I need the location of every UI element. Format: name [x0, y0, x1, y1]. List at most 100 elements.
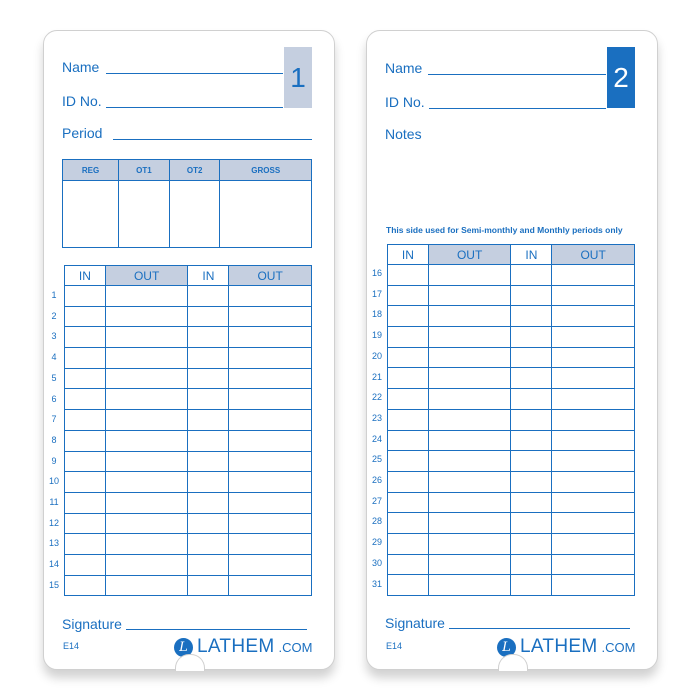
- punch-cell[interactable]: [551, 574, 635, 596]
- punch-cell[interactable]: [387, 388, 429, 410]
- punch-cell[interactable]: [104, 471, 189, 493]
- punch-cell[interactable]: [510, 326, 553, 348]
- punch-cell[interactable]: [228, 367, 312, 390]
- punch-cell[interactable]: [64, 285, 106, 307]
- punch-cell[interactable]: [104, 367, 189, 390]
- punch-cell[interactable]: [228, 491, 312, 514]
- punch-cell[interactable]: [187, 305, 230, 328]
- ot1-cell[interactable]: [118, 180, 170, 248]
- punch-cell[interactable]: [427, 491, 512, 514]
- punch-cell[interactable]: [104, 533, 189, 555]
- punch-cell[interactable]: [510, 491, 553, 514]
- punch-cell[interactable]: [64, 409, 106, 431]
- punch-cell[interactable]: [187, 553, 230, 576]
- punch-cell[interactable]: [187, 471, 230, 493]
- punch-cell[interactable]: [187, 574, 230, 597]
- punch-cell[interactable]: [104, 553, 189, 576]
- period-field[interactable]: [113, 139, 312, 140]
- id-field[interactable]: [106, 107, 283, 108]
- punch-cell[interactable]: [64, 388, 106, 411]
- punch-cell[interactable]: [510, 532, 553, 555]
- punch-cell[interactable]: [427, 367, 512, 390]
- punch-cell[interactable]: [510, 367, 553, 390]
- punch-cell[interactable]: [551, 367, 635, 390]
- punch-cell[interactable]: [228, 347, 312, 369]
- punch-cell[interactable]: [427, 574, 512, 596]
- punch-cell[interactable]: [387, 553, 429, 576]
- punch-cell[interactable]: [427, 450, 512, 472]
- punch-cell[interactable]: [228, 533, 312, 555]
- punch-cell[interactable]: [64, 533, 106, 555]
- punch-cell[interactable]: [64, 305, 106, 328]
- punch-cell[interactable]: [551, 388, 635, 410]
- punch-cell[interactable]: [387, 512, 429, 534]
- punch-cell[interactable]: [104, 326, 189, 349]
- punch-cell[interactable]: [427, 264, 512, 286]
- punch-cell[interactable]: [427, 532, 512, 555]
- punch-cell[interactable]: [228, 553, 312, 576]
- punch-cell[interactable]: [387, 284, 429, 307]
- punch-cell[interactable]: [387, 450, 429, 472]
- punch-cell[interactable]: [387, 264, 429, 286]
- punch-cell[interactable]: [510, 574, 553, 596]
- punch-cell[interactable]: [187, 347, 230, 369]
- punch-cell[interactable]: [427, 470, 512, 493]
- punch-cell[interactable]: [510, 512, 553, 534]
- punch-cell[interactable]: [551, 346, 635, 369]
- punch-cell[interactable]: [64, 450, 106, 473]
- punch-cell[interactable]: [228, 471, 312, 493]
- punch-cell[interactable]: [551, 450, 635, 472]
- punch-cell[interactable]: [510, 264, 553, 286]
- punch-cell[interactable]: [387, 367, 429, 390]
- punch-cell[interactable]: [64, 347, 106, 369]
- punch-cell[interactable]: [228, 450, 312, 473]
- id-field[interactable]: [429, 108, 606, 109]
- ot2-cell[interactable]: [168, 180, 221, 248]
- punch-cell[interactable]: [427, 326, 512, 348]
- punch-cell[interactable]: [510, 408, 553, 431]
- punch-cell[interactable]: [228, 574, 312, 597]
- punch-cell[interactable]: [551, 264, 635, 286]
- punch-cell[interactable]: [510, 553, 553, 576]
- punch-cell[interactable]: [551, 429, 635, 452]
- reg-cell[interactable]: [61, 180, 120, 248]
- punch-cell[interactable]: [510, 429, 553, 452]
- punch-cell[interactable]: [427, 512, 512, 534]
- punch-cell[interactable]: [510, 470, 553, 493]
- punch-cell[interactable]: [551, 491, 635, 514]
- punch-cell[interactable]: [104, 450, 189, 473]
- punch-cell[interactable]: [387, 429, 429, 452]
- name-field[interactable]: [106, 73, 283, 74]
- punch-cell[interactable]: [228, 388, 312, 411]
- punch-cell[interactable]: [187, 429, 230, 452]
- punch-cell[interactable]: [64, 326, 106, 349]
- punch-cell[interactable]: [510, 450, 553, 472]
- punch-cell[interactable]: [551, 284, 635, 307]
- punch-cell[interactable]: [64, 512, 106, 535]
- punch-cell[interactable]: [228, 429, 312, 452]
- punch-cell[interactable]: [387, 408, 429, 431]
- punch-cell[interactable]: [551, 326, 635, 348]
- punch-cell[interactable]: [187, 388, 230, 411]
- punch-cell[interactable]: [104, 347, 189, 369]
- punch-cell[interactable]: [187, 533, 230, 555]
- punch-cell[interactable]: [551, 532, 635, 555]
- punch-cell[interactable]: [510, 388, 553, 410]
- punch-cell[interactable]: [387, 574, 429, 596]
- punch-cell[interactable]: [104, 512, 189, 535]
- punch-cell[interactable]: [187, 367, 230, 390]
- punch-cell[interactable]: [427, 429, 512, 452]
- gross-cell[interactable]: [219, 180, 312, 248]
- punch-cell[interactable]: [187, 491, 230, 514]
- punch-cell[interactable]: [387, 346, 429, 369]
- punch-cell[interactable]: [104, 305, 189, 328]
- punch-cell[interactable]: [187, 450, 230, 473]
- punch-cell[interactable]: [187, 326, 230, 349]
- punch-cell[interactable]: [427, 553, 512, 576]
- punch-cell[interactable]: [387, 491, 429, 514]
- punch-cell[interactable]: [387, 532, 429, 555]
- punch-cell[interactable]: [187, 512, 230, 535]
- punch-cell[interactable]: [427, 388, 512, 410]
- punch-cell[interactable]: [387, 470, 429, 493]
- punch-cell[interactable]: [64, 471, 106, 493]
